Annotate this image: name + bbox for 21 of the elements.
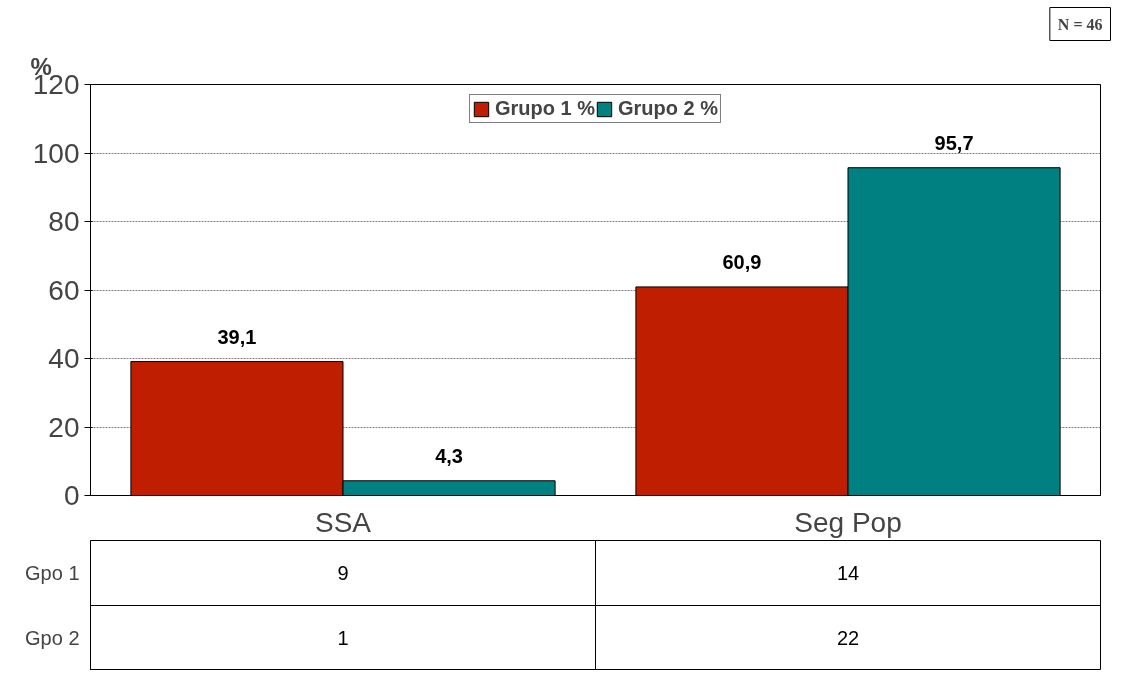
x-tick-label: SSA xyxy=(314,506,372,538)
data-label: 95,7 xyxy=(934,131,974,154)
y-tick-label: 80 xyxy=(48,206,80,237)
text: 1 xyxy=(337,627,349,649)
text: 14 xyxy=(836,562,860,584)
text: N = 46 xyxy=(1057,15,1103,33)
text: 9 xyxy=(337,562,349,584)
text: Gpo 2 xyxy=(25,627,80,649)
data-label: 39,1 xyxy=(217,325,257,348)
y-tick-label: 100 xyxy=(32,137,80,169)
data-label: 4,3 xyxy=(435,444,463,467)
data-label: 60,9 xyxy=(722,250,762,273)
x-tick-label: Seg Pop xyxy=(794,506,902,538)
legend-label: Grupo 2 % xyxy=(618,97,719,120)
y-tick-label: 40 xyxy=(48,343,80,374)
text: Gpo 1 xyxy=(25,562,80,584)
legend-label: Grupo 1 % xyxy=(494,97,595,120)
y-tick-label: 20 xyxy=(48,411,80,443)
y-tick-label: 0 xyxy=(63,480,80,511)
text: 22 xyxy=(836,627,860,649)
y-tick-label: 60 xyxy=(48,274,80,306)
